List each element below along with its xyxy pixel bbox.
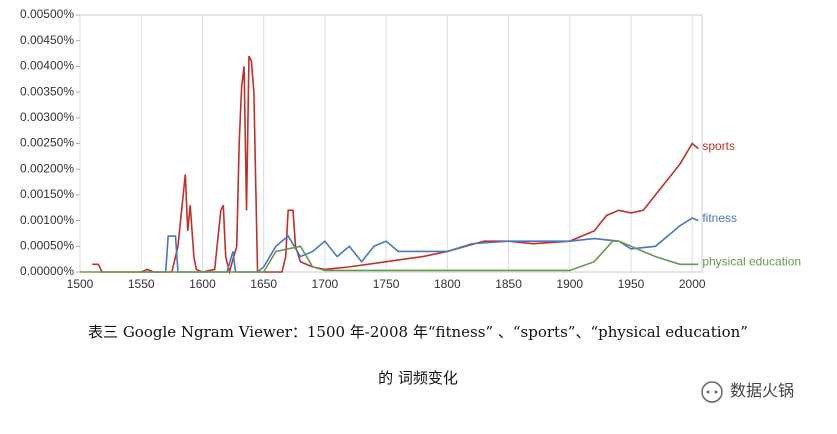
x-tick-label: 1900 xyxy=(556,277,583,291)
watermark-icon xyxy=(701,381,723,403)
x-tick-label: 1800 xyxy=(434,277,461,291)
watermark: 数据火锅 xyxy=(730,382,794,400)
x-tick-label: 1750 xyxy=(373,277,400,291)
y-tick-label: 0.00400% xyxy=(20,59,74,73)
series-label: fitness xyxy=(702,211,737,225)
x-tick-label: 1700 xyxy=(312,277,339,291)
y-tick-label: 0.00450% xyxy=(20,33,74,47)
y-tick-label: 0.00250% xyxy=(20,136,74,150)
y-tick-label: 0.00000% xyxy=(20,264,74,278)
y-tick-label: 0.00050% xyxy=(20,238,74,252)
y-tick-label: 0.00350% xyxy=(20,84,74,98)
series-line xyxy=(80,240,699,273)
y-tick-label: 0.00150% xyxy=(20,187,74,201)
x-tick-label: 2000 xyxy=(679,277,706,291)
caption-line: 表三 Google Ngram Viewer：1500 年-2008 年“fit… xyxy=(88,323,748,341)
series-line xyxy=(92,55,699,276)
y-tick-label: 0.00500% xyxy=(20,7,74,21)
series-label: sports xyxy=(702,139,735,153)
y-tick-label: 0.00300% xyxy=(20,110,74,124)
x-tick-label: 1650 xyxy=(250,277,277,291)
x-tick-label: 1850 xyxy=(495,277,522,291)
x-tick-label: 1600 xyxy=(189,277,216,291)
y-tick-label: 0.00100% xyxy=(20,213,74,227)
series-label: physical education xyxy=(702,254,801,268)
plot-frame xyxy=(79,14,703,273)
x-tick-label: 1550 xyxy=(128,277,155,291)
y-tick-label: 0.00200% xyxy=(20,161,74,175)
series-line xyxy=(141,217,699,273)
x-tick-label: 1950 xyxy=(618,277,645,291)
x-tick-label: 1500 xyxy=(67,277,94,291)
caption-line: 的 词频变化 xyxy=(378,369,458,387)
